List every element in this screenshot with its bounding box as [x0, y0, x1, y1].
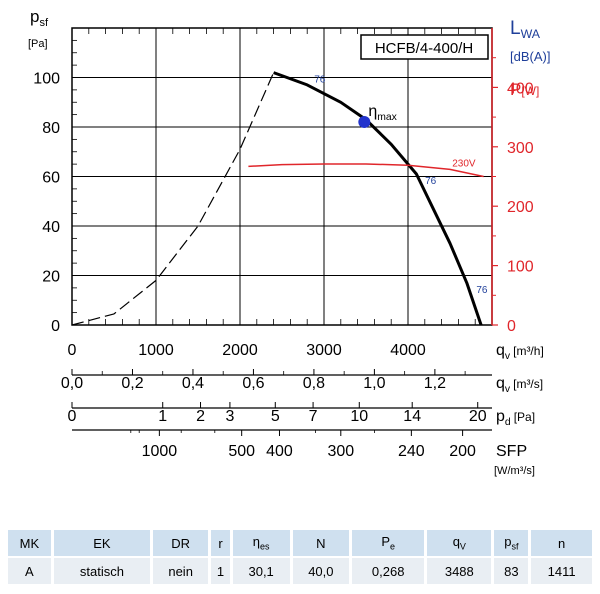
scale-label-sfp: 400	[266, 443, 293, 460]
scale-label-pd: 3	[225, 408, 234, 425]
left-tick-label: 40	[42, 219, 60, 236]
spec-header-label: p	[504, 534, 512, 550]
spec-header-cell: n	[529, 530, 592, 557]
spec-value-cell: 30,1	[231, 556, 293, 584]
lwa-axis-unit: [dB(A)]	[510, 49, 550, 64]
scale-unit-sfp: [W/m³/s]	[494, 465, 535, 477]
lwa-axis-title: LWA	[510, 18, 541, 41]
spec-header-subscript: sf	[511, 541, 519, 552]
scale-label-m3s: 0,6	[242, 375, 264, 392]
spec-value-cell: 0,268	[350, 556, 428, 584]
spec-header-subscript: V	[459, 541, 466, 552]
left-tick-label: 80	[42, 120, 60, 137]
scale-label-pd: 1	[158, 408, 167, 425]
spec-header-cell: psf	[492, 530, 532, 557]
scale-label-pd: 2	[196, 408, 205, 425]
scale-label-m3s: 1,0	[363, 375, 385, 392]
spec-value-cell: 83	[492, 556, 532, 584]
left-axis-title: psf	[30, 7, 49, 29]
spec-value-cell: statisch	[52, 556, 154, 584]
spec-value-cell: A	[8, 556, 54, 584]
spec-header-label: n	[558, 535, 566, 551]
spec-header-cell: DR	[151, 530, 212, 557]
series-label-power_230v: 230V	[452, 159, 476, 170]
scale-label-sfp: 240	[398, 443, 425, 460]
scale-label-sfp: 500	[228, 443, 255, 460]
spec-header-cell: qV	[425, 530, 495, 557]
left-tick-label: 100	[33, 71, 60, 88]
model-label-box	[360, 34, 489, 60]
spec-header-cell: r	[209, 530, 233, 557]
spec-header-row: MK EK DR r ηes N Pe qV psf n	[8, 530, 592, 557]
lwa-value-label: 76	[425, 176, 437, 187]
scale-label-m3h: 1000	[138, 342, 174, 359]
scale-label-m3s: 0,8	[303, 375, 325, 392]
scale-title-m3s: qv [m³/s]	[496, 375, 543, 395]
left-tick-label: 60	[42, 170, 60, 187]
left-tick-label: 0	[51, 318, 60, 335]
spec-value-cell: 3488	[425, 556, 495, 584]
spec-header-label: MK	[19, 535, 40, 551]
eta-max-point	[358, 116, 371, 129]
scale-label-m3h: 3000	[306, 342, 342, 359]
series-power_230v	[248, 163, 484, 178]
power-tick-label: 300	[507, 140, 534, 157]
model-label: HCFB/4-400/H	[375, 40, 473, 57]
scale-label-pd: 5	[271, 408, 280, 425]
scale-label-m3h: 4000	[390, 342, 426, 359]
spec-header-cell: Pe	[350, 530, 428, 557]
spec-header-label: η	[252, 534, 260, 550]
series-system_curve	[71, 72, 275, 326]
spec-header-label: r	[218, 535, 223, 551]
scale-label-m3h: 0	[68, 342, 77, 359]
spec-header-cell: EK	[52, 530, 154, 557]
lwa-value-label: 76	[314, 74, 326, 85]
left-axis-unit: [Pa]	[28, 38, 48, 50]
fan-performance-chart: 020406080100psf[Pa]0100200300400LWA[dB(A…	[28, 7, 550, 477]
spec-header-subscript: es	[260, 541, 270, 552]
spec-header-label: q	[452, 534, 460, 550]
spec-header-subscript: e	[390, 541, 396, 552]
scale-label-m3s: 1,2	[424, 375, 446, 392]
scale-label-m3s: 0,2	[121, 375, 143, 392]
scale-label-pd: 10	[350, 408, 368, 425]
power-tick-label: 100	[507, 259, 534, 276]
power-tick-label: 400	[507, 80, 534, 97]
lwa-value-label: 76	[476, 285, 488, 296]
series-pressure	[273, 71, 483, 326]
scale-title-pd: pd [Pa]	[496, 408, 535, 428]
scale-label-pd: 0	[68, 408, 77, 425]
spec-header-label: N	[316, 535, 326, 551]
power-axis-title: P[W]	[510, 80, 539, 99]
scale-label-sfp: 200	[449, 443, 476, 460]
left-tick-label: 20	[42, 269, 60, 286]
scale-label-pd: 7	[309, 408, 318, 425]
power-tick-label: 0	[507, 318, 516, 335]
scale-label-sfp: 300	[327, 443, 354, 460]
eta-max-label: ηmax	[368, 103, 397, 123]
scale-label-pd: 20	[469, 408, 487, 425]
spec-header-cell: ηes	[231, 530, 293, 557]
spec-value-cell: 40,0	[291, 556, 353, 584]
scale-title-sfp: SFP	[496, 443, 527, 460]
scale-title-m3h: qv [m³/h]	[496, 342, 544, 362]
scale-label-m3s: 0,0	[61, 375, 83, 392]
scale-label-sfp: 1000	[142, 443, 178, 460]
scale-label-m3h: 2000	[222, 342, 258, 359]
scale-label-pd: 14	[403, 408, 421, 425]
spec-value-cell: 1411	[529, 556, 592, 584]
spec-header-cell: N	[291, 530, 353, 557]
spec-header-label: P	[381, 534, 390, 550]
power-tick-label: 200	[507, 199, 534, 216]
spec-header-cell: MK	[8, 530, 54, 557]
spec-header-label: DR	[171, 535, 191, 551]
scale-label-m3s: 0,4	[182, 375, 204, 392]
spec-value-cell: nein	[151, 556, 212, 584]
spec-value-cell: 1	[209, 556, 233, 584]
spec-header-label: EK	[93, 535, 111, 551]
